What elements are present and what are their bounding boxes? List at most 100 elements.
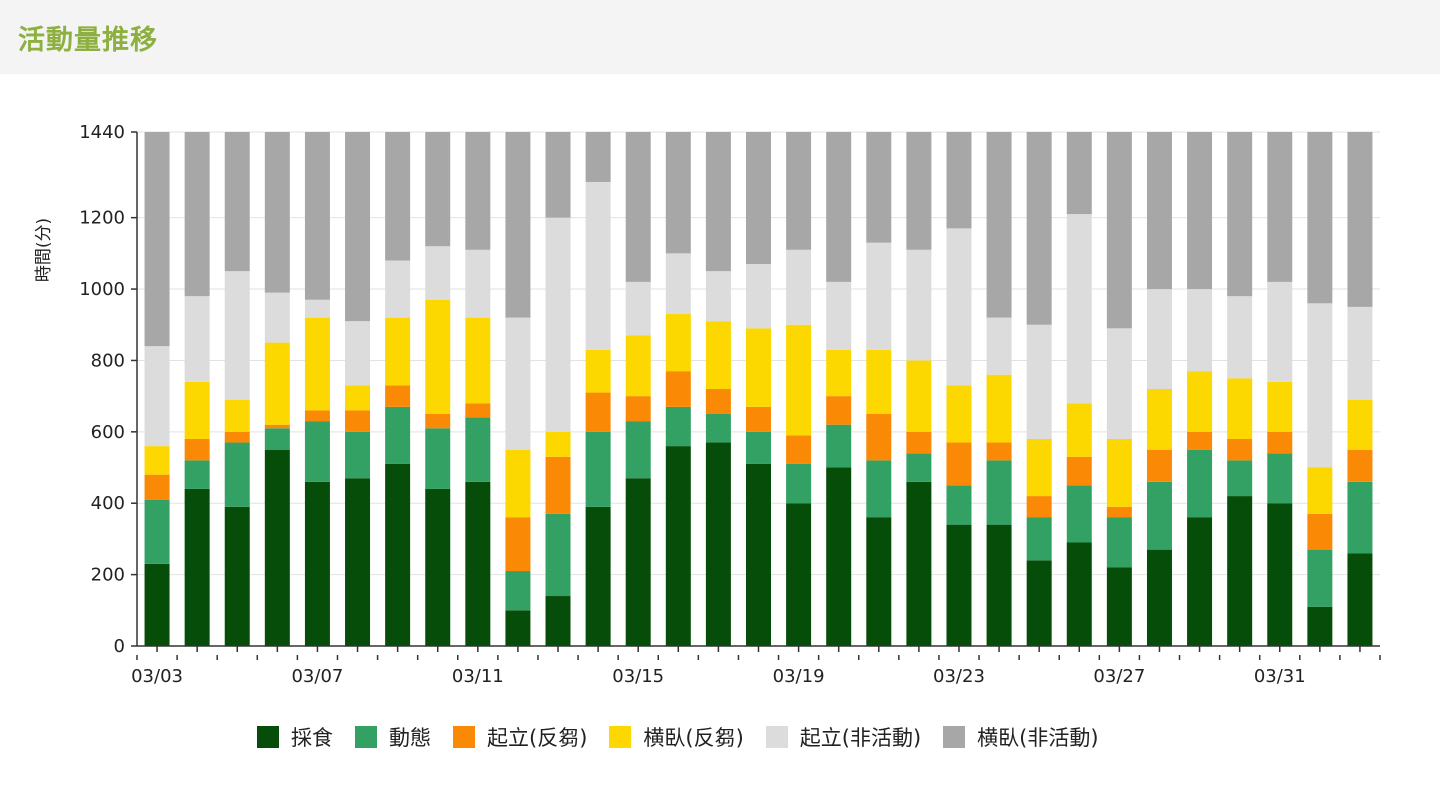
bar-segment xyxy=(866,349,892,414)
bar-segment xyxy=(345,385,371,411)
y-tick-label: 1000 xyxy=(79,279,125,300)
bar-segment xyxy=(425,299,451,414)
bar-segment xyxy=(465,317,491,404)
legend-item[interactable]: 横臥(非活動) xyxy=(943,722,1099,752)
bar-segment xyxy=(505,317,531,450)
bar-segment xyxy=(264,342,290,425)
y-tick-label: 600 xyxy=(91,422,125,443)
bar-segment xyxy=(786,324,812,436)
legend-label: 起立(反芻) xyxy=(487,726,588,750)
bar-segment xyxy=(1066,542,1092,646)
bar-segment xyxy=(986,442,1012,461)
bar-segment xyxy=(1066,132,1092,215)
bar-segment xyxy=(1026,517,1052,561)
bar-segment xyxy=(1227,378,1253,439)
bar-segment xyxy=(1227,438,1253,461)
bar-segment xyxy=(986,460,1012,525)
bar-segment xyxy=(906,481,932,646)
bar-segment xyxy=(986,524,1012,646)
bar-segment xyxy=(585,506,611,646)
bar-segment xyxy=(304,317,330,411)
legend-item[interactable]: 採食 xyxy=(257,722,333,752)
bar-segment xyxy=(665,253,691,315)
bar-segment xyxy=(1026,496,1052,518)
bar-segment xyxy=(705,442,731,646)
bar-segment xyxy=(1026,438,1052,497)
bar-segment xyxy=(585,349,611,393)
bar-segment xyxy=(1347,306,1373,400)
bar-segment xyxy=(345,478,371,646)
bar-segment xyxy=(1146,132,1172,290)
bar-segment xyxy=(224,132,250,272)
legend-label: 起立(非活動) xyxy=(799,726,922,750)
bar-segment xyxy=(746,431,771,464)
legend-item[interactable]: 動態 xyxy=(355,722,431,752)
bar-segment xyxy=(1146,389,1172,450)
bar-segment xyxy=(826,132,852,282)
bar-segment xyxy=(545,132,571,218)
bar-segment xyxy=(705,389,731,414)
y-tick-label: 400 xyxy=(91,493,125,514)
bar-segment xyxy=(1307,132,1333,304)
bar-segment xyxy=(465,481,491,646)
bar-segment xyxy=(1146,481,1172,550)
bar-segment xyxy=(304,421,330,482)
bar-segment xyxy=(826,424,852,468)
bar-segment xyxy=(625,421,651,479)
bar-segment xyxy=(264,132,290,293)
bar-segment xyxy=(545,456,571,514)
bar-segment xyxy=(465,417,491,482)
bar-segment xyxy=(144,446,170,475)
bar-segment xyxy=(545,431,571,457)
bar-segment xyxy=(625,335,651,397)
legend-swatch xyxy=(765,726,788,748)
bar-segment xyxy=(786,132,812,250)
bar-segment xyxy=(906,132,932,250)
bar-segment xyxy=(1106,517,1132,568)
bar-segment xyxy=(1267,381,1293,432)
bar-segment xyxy=(665,132,691,254)
bar-segment xyxy=(1187,132,1213,290)
bar-segment xyxy=(505,517,531,572)
bar-segment xyxy=(1146,289,1172,389)
bar-segment xyxy=(385,385,411,407)
bar-segment xyxy=(866,460,892,518)
bar-segment xyxy=(1066,214,1092,404)
bar-segment xyxy=(505,571,531,611)
bar-segment xyxy=(906,453,932,482)
bar-segment xyxy=(385,406,411,464)
bar-segment xyxy=(1347,481,1373,554)
bar-segment xyxy=(665,371,691,407)
bar-segment xyxy=(786,503,812,646)
legend-item[interactable]: 横臥(反芻) xyxy=(609,722,744,752)
bar-segment xyxy=(906,249,932,361)
bar-segment xyxy=(986,317,1012,375)
bar-segment xyxy=(826,349,852,397)
bar-segment xyxy=(1347,553,1373,646)
bar-segment xyxy=(1066,485,1092,543)
legend-item[interactable]: 起立(非活動) xyxy=(765,722,922,752)
bar-segment xyxy=(385,260,411,318)
y-tick-label: 200 xyxy=(91,565,125,586)
bar-segment xyxy=(144,346,170,447)
bar-segment xyxy=(866,242,892,350)
bar-segment xyxy=(264,449,290,646)
bar-segment xyxy=(304,410,330,422)
bar-segment xyxy=(1146,549,1172,646)
x-tick-label: 03/23 xyxy=(933,666,985,687)
bar-segment xyxy=(665,406,691,447)
bar-segment xyxy=(585,392,611,432)
axes: 0 200 400 600 800 1000 1200 1440 03/03 03/07 03/11… xyxy=(79,122,1381,687)
bar-segment xyxy=(184,488,210,646)
bar-segment xyxy=(425,246,451,300)
bar-segment xyxy=(1347,399,1373,450)
legend-item[interactable]: 起立(反芻) xyxy=(453,722,587,752)
bar-segment xyxy=(264,292,290,343)
bar-segment xyxy=(465,132,491,250)
bar-segment xyxy=(986,132,1012,318)
bar-segment xyxy=(425,132,451,247)
bar-segment xyxy=(665,314,691,372)
bar-segment xyxy=(1267,431,1293,454)
bar-segment xyxy=(1187,449,1213,518)
bar-segment xyxy=(826,396,852,425)
